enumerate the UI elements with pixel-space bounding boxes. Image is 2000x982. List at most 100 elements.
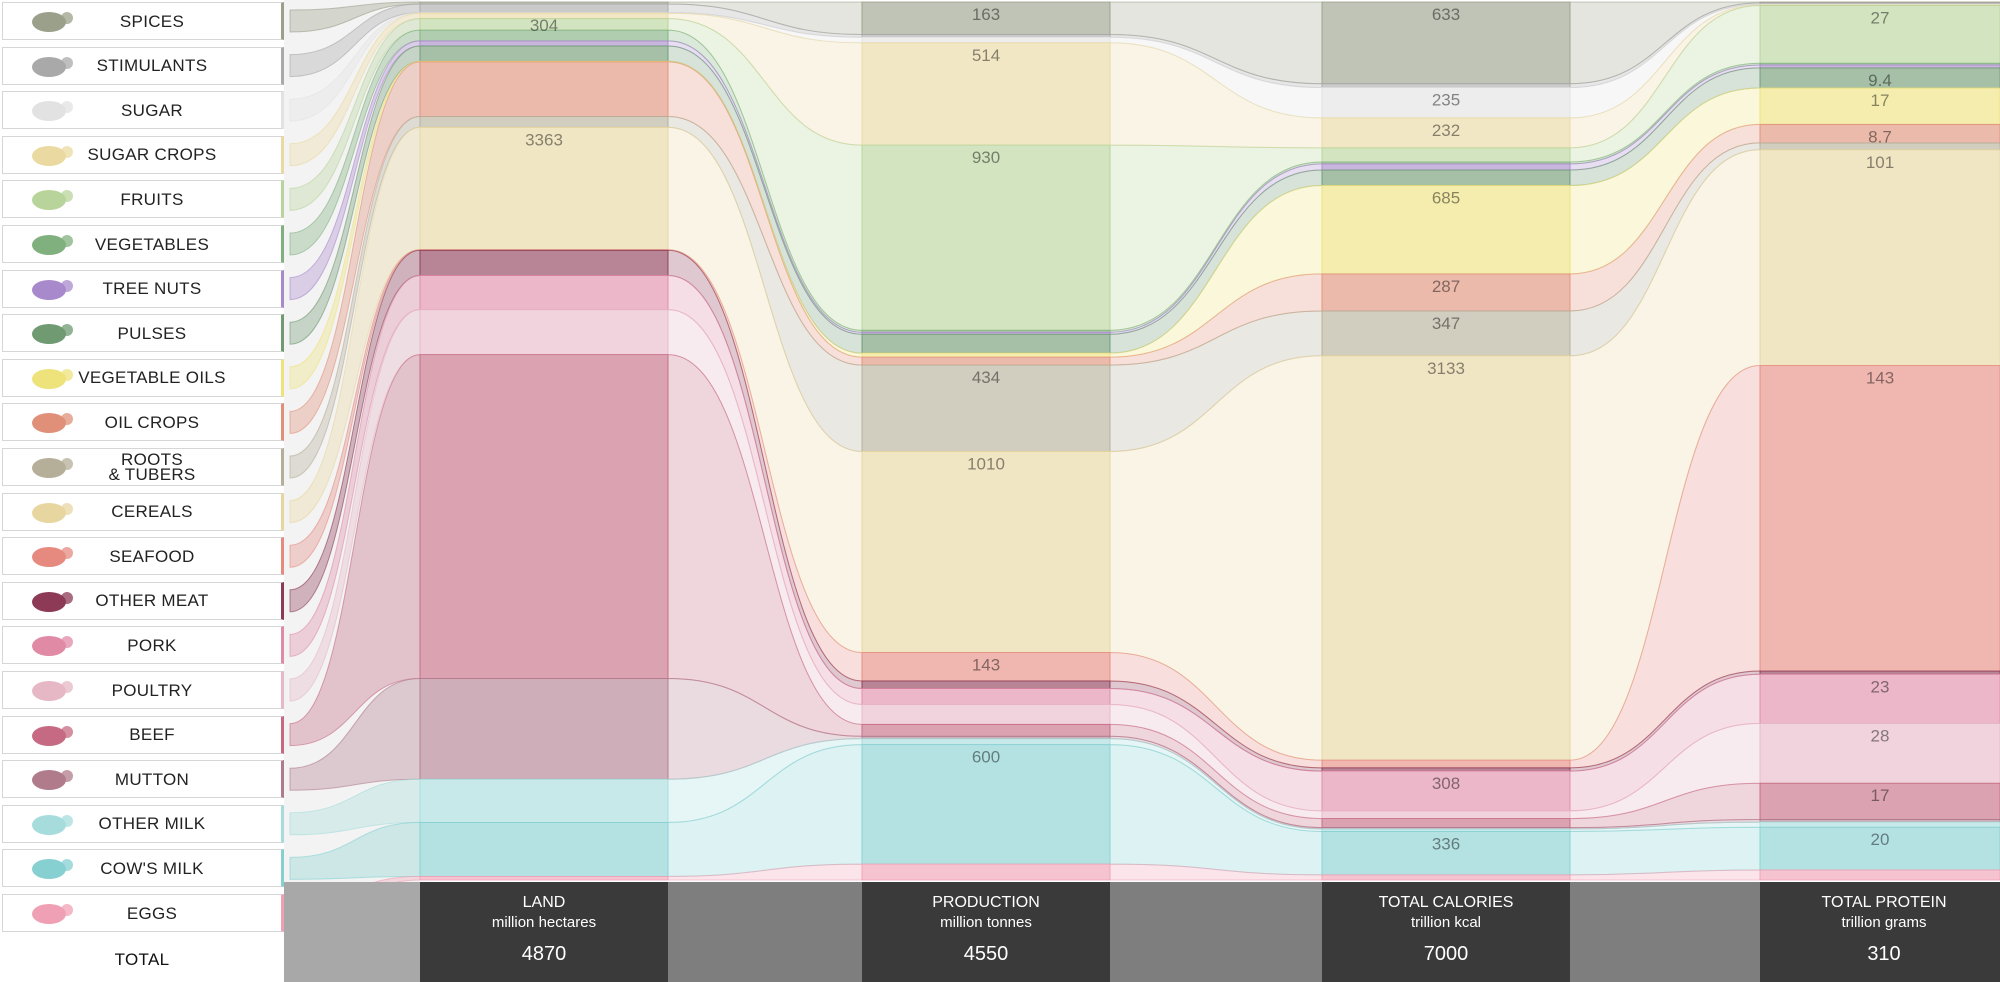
bar-cows-milk-col0 bbox=[419, 822, 669, 877]
value-label-cereals-col2: 3133 bbox=[1427, 359, 1465, 378]
row-label-text: SEAFOOD bbox=[109, 546, 195, 566]
value-label-fruits-col3: 27 bbox=[1871, 9, 1890, 28]
column-title: TOTAL CALORIES bbox=[1378, 894, 1514, 911]
column-title: TOTAL PROTEIN bbox=[1821, 894, 1947, 911]
value-label-roots-tubers-col2: 347 bbox=[1432, 314, 1460, 333]
bar-pulses-col2 bbox=[1321, 169, 1571, 186]
stimulants-icon bbox=[25, 51, 85, 81]
row-label-text: VEGETABLES bbox=[94, 234, 210, 254]
row-label-roots-tubers: ROOTS & TUBERS bbox=[2, 448, 284, 486]
value-label-cereals-col0: 3363 bbox=[525, 130, 563, 149]
bar-roots-tubers-col1 bbox=[861, 364, 1111, 452]
row-label-cereals: CEREALS bbox=[2, 492, 284, 531]
row-label-text: COW'S MILK bbox=[100, 858, 204, 878]
column-total: 7000 bbox=[1423, 943, 1469, 965]
row-label-text: EGGS bbox=[126, 903, 178, 923]
bar-poultry-col3 bbox=[1759, 722, 2000, 784]
bar-mutton-col0 bbox=[419, 678, 669, 780]
row-label-text: OTHER MILK bbox=[98, 814, 206, 834]
row-label-text: POULTRY bbox=[111, 680, 193, 700]
other-milk-icon bbox=[25, 809, 85, 839]
row-label-beef: BEEF bbox=[2, 715, 284, 754]
bar-tree-nuts-col3 bbox=[1759, 64, 2000, 69]
row-label-text: TREE NUTS bbox=[102, 279, 202, 299]
bar-other-meat-col3 bbox=[1759, 670, 2000, 675]
value-label-pulses-col3: 9.4 bbox=[1868, 71, 1892, 90]
value-label-roots-tubers-col1: 434 bbox=[972, 368, 1000, 387]
row-label-text: PULSES bbox=[117, 323, 187, 343]
row-label-text: FRUITS bbox=[120, 189, 184, 209]
sugar-icon bbox=[25, 95, 85, 125]
bar-fruits-col1 bbox=[861, 144, 1111, 331]
row-label-text: VEGETABLE OILS bbox=[78, 368, 226, 388]
bar-seafood-col1 bbox=[861, 652, 1111, 682]
bar-vegetable-oils-col1 bbox=[861, 352, 1111, 358]
value-label-sugar-crops-col0: 304 bbox=[530, 16, 558, 35]
bar-cows-milk-col2 bbox=[1321, 831, 1571, 876]
value-label-seafood-col1: 143 bbox=[972, 655, 1000, 674]
value-label-sugar-crops-col2: 232 bbox=[1432, 121, 1460, 140]
bar-poultry-col1 bbox=[861, 704, 1111, 725]
mutton-icon bbox=[25, 764, 85, 794]
value-label-cereals-col1: 1010 bbox=[967, 454, 1005, 473]
bar-eggs-col1 bbox=[861, 863, 1111, 881]
footer-gap bbox=[284, 882, 420, 982]
row-label-oil-crops: OIL CROPS bbox=[2, 403, 284, 442]
value-label-seafood-col3: 143 bbox=[1866, 369, 1894, 388]
bar-other-meat-col2 bbox=[1321, 767, 1571, 772]
bar-beef-col1 bbox=[861, 723, 1111, 737]
calories-column-footer: TOTAL CALORIES trillion kcal 7000 bbox=[1322, 882, 1570, 982]
bar-eggs-col0 bbox=[419, 876, 669, 881]
row-label-text: CEREALS bbox=[111, 502, 193, 522]
row-label-text: ROOTS & TUBERS bbox=[108, 450, 196, 484]
row-label-vegetable-oils: VEGETABLE OILS bbox=[2, 358, 284, 397]
production-column-footer: PRODUCTION million tonnes 4550 bbox=[862, 882, 1110, 982]
bar-sugar-col1 bbox=[861, 36, 1111, 44]
vegetables-icon bbox=[25, 229, 85, 259]
row-label-text: SUGAR bbox=[121, 100, 183, 120]
bar-tree-nuts-col2 bbox=[1321, 163, 1571, 171]
value-label-cows-milk-col3: 20 bbox=[1871, 830, 1890, 849]
bar-spices-col2 bbox=[1321, 1, 1571, 85]
row-label-text: BEEF bbox=[129, 725, 175, 745]
value-label-cows-milk-col2: 336 bbox=[1432, 834, 1460, 853]
bar-beef-col2 bbox=[1321, 818, 1571, 829]
bar-other-milk-col3 bbox=[1759, 821, 2000, 828]
value-label-cows-milk-col1: 600 bbox=[972, 748, 1000, 767]
bar-cows-milk-col3 bbox=[1759, 826, 2000, 871]
sugar-crops-icon bbox=[25, 140, 85, 170]
cows-milk-icon bbox=[25, 853, 85, 883]
beef-icon bbox=[25, 720, 85, 750]
roots-tubers-icon bbox=[25, 452, 85, 482]
bar-cereals-col2 bbox=[1321, 355, 1571, 761]
footer-gap bbox=[668, 882, 862, 982]
row-label-text: SPICES bbox=[119, 11, 185, 31]
value-label-fruits-col1: 930 bbox=[972, 148, 1000, 167]
row-label-sugar: SUGAR bbox=[2, 91, 284, 130]
spices-icon bbox=[25, 6, 85, 36]
bar-oil-crops-col1 bbox=[861, 356, 1111, 366]
bar-oil-crops-col0 bbox=[419, 61, 669, 117]
bar-eggs-col3 bbox=[1759, 869, 2000, 881]
row-label-tree-nuts: TREE NUTS bbox=[2, 269, 284, 308]
row-label-text: SUGAR CROPS bbox=[87, 145, 217, 165]
bar-stimulants-col2 bbox=[1321, 83, 1571, 88]
bar-pork-col3 bbox=[1759, 673, 2000, 724]
bar-pork-col0 bbox=[419, 275, 669, 311]
bar-eggs-col2 bbox=[1321, 874, 1571, 881]
bar-spices-col1 bbox=[861, 1, 1111, 35]
bar-cereals-col3 bbox=[1759, 149, 2000, 366]
column-unit: trillion grams bbox=[1841, 914, 1927, 931]
row-label-text: OIL CROPS bbox=[104, 412, 200, 432]
bar-roots-tubers-col0 bbox=[419, 116, 669, 128]
bar-other-meat-col1 bbox=[861, 680, 1111, 689]
bar-cereals-col1 bbox=[861, 451, 1111, 653]
bar-other-milk-col0 bbox=[419, 778, 669, 823]
bar-other-meat-col0 bbox=[419, 249, 669, 276]
bar-seafood-col3 bbox=[1759, 365, 2000, 672]
pulses-icon bbox=[25, 318, 85, 348]
row-label-text: STIMULANTS bbox=[96, 56, 208, 76]
seafood-icon bbox=[25, 541, 85, 571]
tree-nuts-icon bbox=[25, 274, 85, 304]
row-label-mutton: MUTTON bbox=[2, 760, 284, 799]
